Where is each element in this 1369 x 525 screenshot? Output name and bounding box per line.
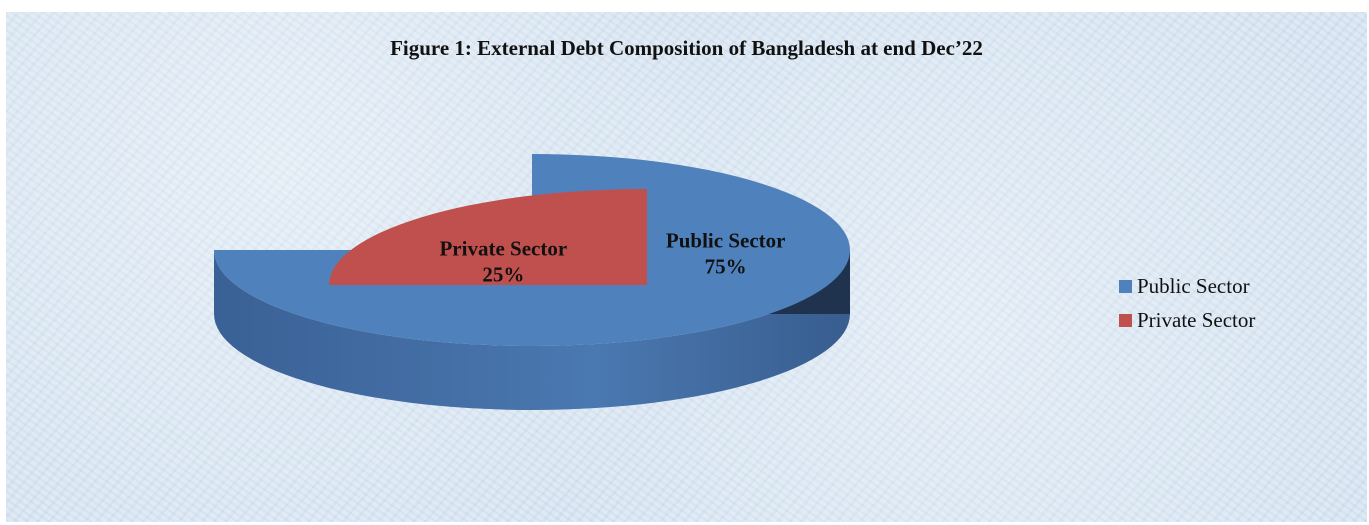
chart-area: Figure 1: External Debt Composition of B… <box>6 12 1367 522</box>
legend-swatch-public-sector <box>1119 279 1132 293</box>
pie-slice-private-sector[interactable] <box>329 189 647 285</box>
legend-label-private-sector: Private Sector <box>1137 307 1256 332</box>
pie-side-public-sector <box>214 250 850 410</box>
legend-swatch-private-sector <box>1119 313 1132 327</box>
pie-top-private-sector <box>329 189 647 285</box>
data-label-public-sector-value: 75% <box>705 254 747 278</box>
chart-title: Figure 1: External Debt Composition of B… <box>390 36 983 60</box>
data-label-public-sector-name: Public Sector <box>666 228 786 252</box>
legend-item-private-sector[interactable]: Private Sector <box>1119 303 1255 337</box>
legend-label-public-sector: Public Sector <box>1137 273 1250 298</box>
legend-item-public-sector[interactable]: Public Sector <box>1119 269 1255 303</box>
data-label-private-sector-name: Private Sector <box>439 237 567 261</box>
data-label-private-sector-value: 25% <box>482 263 524 287</box>
legend: Public Sector Private Sector <box>1119 269 1255 337</box>
